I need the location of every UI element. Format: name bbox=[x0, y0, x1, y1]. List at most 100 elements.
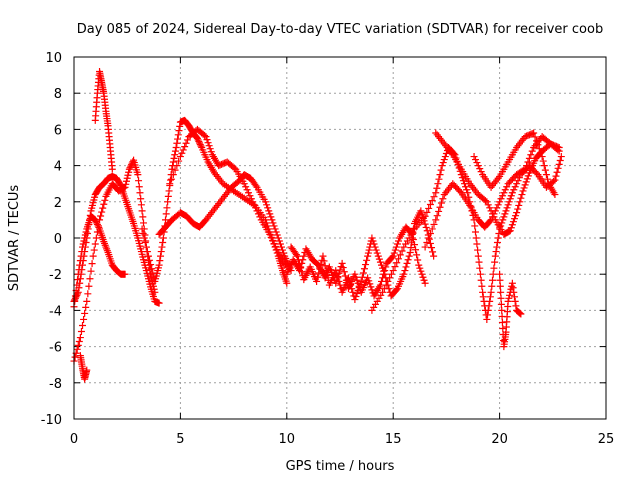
data-point bbox=[196, 139, 204, 147]
data-point bbox=[503, 183, 511, 191]
data-point bbox=[395, 255, 403, 263]
data-point bbox=[314, 273, 322, 281]
data-point bbox=[135, 177, 143, 185]
data-point bbox=[249, 198, 257, 206]
data-point bbox=[479, 293, 487, 301]
data-point bbox=[507, 192, 515, 200]
data-point bbox=[476, 165, 484, 173]
data-point bbox=[170, 154, 178, 162]
data-point bbox=[511, 297, 519, 305]
data-point bbox=[497, 294, 505, 302]
data-point bbox=[523, 162, 531, 170]
data-point bbox=[332, 267, 340, 275]
data-point bbox=[375, 255, 383, 263]
data-point bbox=[474, 252, 482, 260]
data-point bbox=[512, 212, 520, 220]
data-point bbox=[392, 286, 400, 294]
data-point bbox=[351, 296, 359, 304]
data-point bbox=[263, 201, 271, 209]
data-point bbox=[382, 281, 390, 289]
data-point bbox=[511, 183, 519, 191]
data-point bbox=[77, 252, 85, 260]
data-point bbox=[355, 283, 363, 291]
data-point bbox=[543, 175, 551, 183]
data-point bbox=[122, 177, 130, 185]
data-point bbox=[437, 199, 445, 207]
data-point bbox=[541, 166, 549, 174]
data-point bbox=[298, 268, 306, 276]
data-point bbox=[95, 223, 103, 231]
data-point bbox=[83, 366, 91, 374]
data-point bbox=[195, 137, 203, 145]
data-point bbox=[407, 244, 415, 252]
data-point bbox=[556, 156, 564, 164]
data-point bbox=[430, 193, 438, 201]
data-point bbox=[319, 252, 327, 260]
data-point bbox=[334, 274, 342, 282]
data-point bbox=[78, 248, 86, 256]
data-point bbox=[505, 294, 513, 302]
data-point bbox=[527, 151, 535, 159]
data-point bbox=[122, 180, 130, 188]
data-point bbox=[373, 249, 381, 257]
data-point bbox=[522, 178, 530, 186]
data-point bbox=[476, 270, 484, 278]
data-point bbox=[473, 240, 481, 248]
data-point bbox=[426, 239, 434, 247]
data-point bbox=[71, 297, 79, 305]
data-point bbox=[475, 258, 483, 266]
data-point bbox=[138, 207, 146, 215]
y-tick-label: 0 bbox=[54, 232, 62, 247]
data-point bbox=[557, 153, 565, 161]
data-point bbox=[351, 270, 359, 278]
data-point bbox=[403, 259, 411, 267]
data-point bbox=[276, 240, 284, 248]
data-point bbox=[80, 315, 88, 323]
data-point bbox=[509, 218, 517, 226]
data-point bbox=[405, 252, 413, 260]
data-point bbox=[349, 288, 357, 296]
data-point bbox=[391, 246, 399, 254]
data-point bbox=[364, 252, 372, 260]
data-point bbox=[162, 210, 170, 218]
data-point bbox=[442, 150, 450, 158]
data-point bbox=[93, 220, 101, 228]
data-point bbox=[82, 228, 90, 236]
data-point bbox=[379, 288, 387, 296]
data-point bbox=[484, 306, 492, 314]
data-point bbox=[202, 133, 210, 141]
data-point bbox=[76, 257, 84, 265]
data-point bbox=[267, 213, 275, 221]
x-axis-label: GPS time / hours bbox=[286, 459, 395, 474]
data-point bbox=[490, 213, 498, 221]
data-point bbox=[363, 256, 371, 264]
data-point bbox=[353, 276, 361, 284]
data-point bbox=[553, 168, 561, 176]
series-track-late-2 bbox=[421, 133, 563, 251]
data-point bbox=[471, 228, 479, 236]
data-point bbox=[425, 234, 433, 242]
data-point bbox=[144, 252, 152, 260]
data-point bbox=[140, 219, 148, 227]
data-point bbox=[422, 223, 430, 231]
data-point bbox=[433, 184, 441, 192]
y-tick-label: 6 bbox=[54, 123, 62, 138]
data-point bbox=[494, 234, 502, 242]
data-point bbox=[384, 277, 392, 285]
data-point bbox=[359, 269, 367, 277]
data-point bbox=[550, 177, 558, 185]
data-point bbox=[510, 293, 518, 301]
data-point bbox=[155, 299, 163, 307]
data-point bbox=[316, 265, 324, 273]
data-point bbox=[428, 244, 436, 252]
series-dip-early bbox=[76, 352, 91, 383]
data-point bbox=[246, 192, 254, 200]
data-point bbox=[81, 234, 89, 242]
data-point bbox=[172, 144, 180, 151]
data-point bbox=[404, 256, 412, 264]
data-point bbox=[487, 288, 495, 296]
data-point bbox=[386, 274, 394, 282]
data-point bbox=[534, 141, 542, 149]
data-point bbox=[79, 243, 87, 251]
data-point bbox=[435, 207, 443, 215]
